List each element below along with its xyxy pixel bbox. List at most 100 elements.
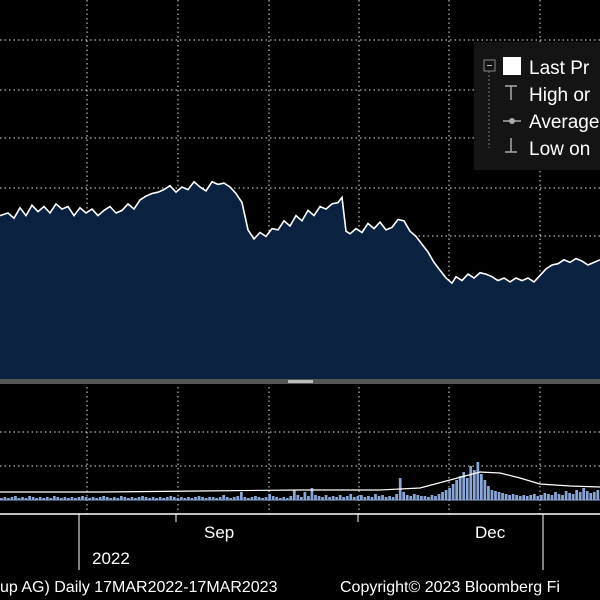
volume-bar	[28, 496, 31, 500]
legend-item-low[interactable]: Low on	[529, 139, 590, 160]
volume-bar	[501, 493, 504, 500]
volume-bar	[515, 495, 519, 500]
volume-bar	[176, 498, 180, 500]
legend[interactable]: Last Pr High or Average Low on	[474, 42, 600, 170]
volume-bar	[331, 496, 335, 500]
volume-bar	[232, 497, 236, 500]
footer-security-info: up AG) Daily 17MAR2022-17MAR2023	[0, 579, 278, 596]
legend-item-high[interactable]: High or	[529, 85, 591, 106]
volume-bar	[215, 498, 219, 500]
volume-bar	[296, 495, 300, 500]
volume-bar	[529, 495, 533, 500]
volume-bar	[338, 495, 342, 500]
volume-bar	[225, 497, 229, 500]
volume-bar	[102, 496, 106, 500]
volume-bar	[554, 492, 557, 500]
volume-bar	[480, 474, 483, 500]
volume-bar	[300, 497, 303, 500]
footer-copyright: Copyright© 2023 Bloomberg Fi	[340, 579, 560, 596]
pane-resize-handle[interactable]	[288, 380, 313, 383]
volume-bar	[70, 497, 74, 500]
volume-bar	[405, 495, 409, 500]
volume-bar	[141, 496, 144, 500]
volume-bars	[0, 462, 600, 501]
volume-bar	[441, 492, 444, 500]
volume-bar	[335, 497, 339, 500]
volume-bar	[250, 497, 254, 500]
volume-bar	[391, 497, 395, 500]
volume-bar	[314, 495, 317, 500]
volume-bar	[342, 497, 346, 500]
volume-bar	[77, 497, 81, 500]
volume-bar	[317, 496, 321, 500]
volume-bar	[14, 496, 17, 500]
volume-bar	[578, 492, 582, 500]
volume-bar	[388, 496, 391, 500]
volume-bar	[155, 498, 159, 500]
volume-bar	[162, 498, 166, 500]
volume-bar	[218, 497, 222, 500]
volume-bar	[448, 488, 451, 500]
volume-average-line	[0, 471, 600, 493]
legend-item-last-price[interactable]: Last Pr	[529, 58, 590, 79]
volume-bar	[10, 497, 14, 500]
volume-bar	[123, 497, 127, 500]
volume-bar	[409, 496, 413, 500]
volume-bar	[518, 496, 522, 500]
volume-bar	[3, 497, 7, 500]
volume-bar	[112, 497, 116, 500]
volume-bar	[352, 497, 356, 500]
volume-bar	[420, 496, 423, 500]
volume-bar	[194, 497, 197, 500]
volume-bar	[0, 498, 3, 500]
volume-bar	[278, 498, 282, 500]
volume-bar	[356, 496, 360, 500]
volume-bar	[271, 496, 275, 500]
volume-bar	[349, 494, 353, 500]
volume-bar	[582, 488, 586, 500]
volume-bar	[165, 497, 169, 500]
volume-bar	[67, 498, 70, 500]
x-tick-label-sep: Sep	[204, 523, 234, 542]
volume-bar	[134, 498, 137, 500]
volume-bar	[285, 498, 289, 500]
volume-bar	[363, 497, 367, 500]
volume-bar	[490, 490, 494, 500]
volume-bar	[568, 493, 571, 500]
volume-bar	[229, 498, 233, 500]
volume-bar	[451, 484, 455, 500]
volume-bar	[109, 498, 113, 500]
volume-bar	[564, 491, 568, 500]
low-marker-icon	[505, 138, 517, 153]
volume-bar	[525, 496, 529, 500]
volume-bar	[585, 491, 589, 500]
year-label: 2022	[92, 549, 130, 568]
volume-bar	[589, 493, 593, 500]
legend-item-average[interactable]: Average	[529, 112, 599, 133]
price-line	[0, 180, 600, 285]
volume-bar	[183, 498, 187, 500]
volume-bar	[596, 490, 600, 500]
volume-bar	[430, 495, 434, 500]
volume-bar	[275, 497, 279, 500]
volume-bar	[257, 497, 261, 500]
volume-bar	[437, 494, 441, 500]
volume-bar	[465, 478, 469, 500]
volume-bar	[508, 495, 511, 500]
volume-bar	[494, 491, 497, 500]
volume-bar	[247, 498, 250, 500]
volume-bar	[137, 497, 141, 500]
volume-bar	[130, 497, 134, 500]
volume-bar	[98, 497, 102, 500]
volume-bar	[476, 462, 480, 500]
volume-bar	[550, 495, 554, 500]
volume-bar	[31, 497, 35, 500]
volume-bar	[24, 498, 28, 500]
volume-bar	[444, 490, 448, 500]
volume-bar	[303, 492, 307, 500]
volume-bar	[370, 497, 374, 500]
volume-bar	[384, 497, 388, 500]
volume-bar	[367, 496, 370, 500]
volume-bar	[458, 476, 462, 500]
